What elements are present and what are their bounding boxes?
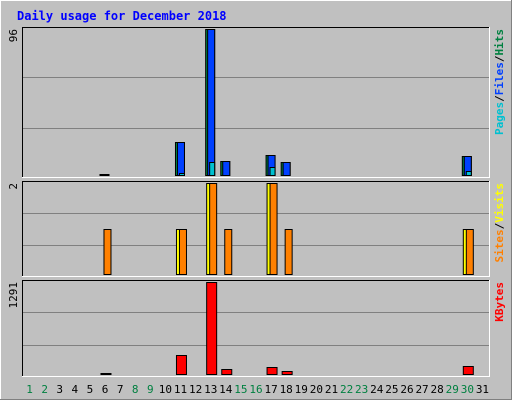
bar-pages-day-11 bbox=[178, 173, 185, 176]
bar-kbytes-day-17 bbox=[266, 367, 278, 375]
day-label-8: 8 bbox=[132, 383, 139, 396]
bar-kbytes-day-14 bbox=[221, 369, 233, 375]
day-label-20: 20 bbox=[310, 383, 323, 396]
day-label-15: 15 bbox=[234, 383, 247, 396]
day-label-10: 10 bbox=[159, 383, 172, 396]
legend-entry: Hits bbox=[493, 29, 506, 56]
day-label-17: 17 bbox=[264, 383, 277, 396]
day-label-7: 7 bbox=[117, 383, 124, 396]
day-label-18: 18 bbox=[280, 383, 293, 396]
day-label-29: 29 bbox=[446, 383, 459, 396]
bar-kbytes-day-6 bbox=[100, 373, 112, 375]
bar-files-day-18 bbox=[282, 162, 291, 176]
day-label-27: 27 bbox=[415, 383, 428, 396]
bar-sites-day-6 bbox=[103, 229, 112, 275]
day-label-25: 25 bbox=[385, 383, 398, 396]
panel-visits-area bbox=[22, 181, 490, 277]
day-label-3: 3 bbox=[56, 383, 63, 396]
legend-entry: / bbox=[493, 95, 506, 102]
day-label-14: 14 bbox=[219, 383, 233, 396]
bar-files-day-11 bbox=[176, 142, 185, 176]
day-label-12: 12 bbox=[189, 383, 202, 396]
panel-kbytes-legend: KBytes bbox=[493, 282, 506, 322]
bar-pages-day-17 bbox=[269, 167, 276, 176]
bar-pages-day-13 bbox=[209, 162, 216, 176]
bar-sites-day-17 bbox=[269, 183, 278, 275]
bar-sites-day-11 bbox=[178, 229, 187, 275]
legend-entry: Files bbox=[493, 62, 506, 95]
bar-files-day-13 bbox=[207, 29, 216, 176]
legend-entry: Pages bbox=[493, 102, 506, 135]
bar-sites-day-13 bbox=[209, 183, 218, 275]
panel-hits-legend: Pages/Files/Hits bbox=[493, 29, 506, 135]
day-label-4: 4 bbox=[72, 383, 79, 396]
legend-entry: KBytes bbox=[493, 282, 506, 322]
legend-entry: Sites bbox=[493, 229, 506, 262]
day-label-5: 5 bbox=[87, 383, 94, 396]
day-label-31: 31 bbox=[476, 383, 489, 396]
day-label-11: 11 bbox=[174, 383, 187, 396]
bar-files-day-14 bbox=[222, 161, 231, 176]
bar-sites-day-30 bbox=[465, 229, 474, 275]
bar-kbytes-day-18 bbox=[281, 371, 293, 375]
panel-visits: 2 Sites/Visits bbox=[7, 181, 506, 277]
panel-kbytes-ymax-label: 1291 bbox=[7, 282, 20, 309]
panel-hits-area bbox=[22, 27, 490, 178]
bar-kbytes-day-13 bbox=[206, 282, 218, 375]
day-label-24: 24 bbox=[370, 383, 384, 396]
day-label-21: 21 bbox=[325, 383, 338, 396]
day-label-30: 30 bbox=[461, 383, 474, 396]
bar-sites-day-18 bbox=[284, 229, 293, 275]
day-label-9: 9 bbox=[147, 383, 154, 396]
day-label-16: 16 bbox=[249, 383, 262, 396]
bar-kbytes-day-11 bbox=[175, 355, 187, 375]
legend-entry: / bbox=[493, 222, 506, 229]
day-label-1: 1 bbox=[26, 383, 33, 396]
bar-pages-day-30 bbox=[465, 171, 472, 176]
panel-kbytes-area bbox=[22, 280, 490, 377]
day-label-19: 19 bbox=[295, 383, 308, 396]
day-label-13: 13 bbox=[204, 383, 217, 396]
legend-entry: / bbox=[493, 55, 506, 62]
day-label-2: 2 bbox=[41, 383, 48, 396]
bar-sites-day-14 bbox=[224, 229, 233, 275]
chart-title: Daily usage for December 2018 bbox=[17, 9, 227, 23]
bar-kbytes-day-30 bbox=[462, 366, 474, 375]
x-axis-day-labels: 1 2 3 4 5 6 7 8 9 10 11 12 13 14 15 16 17 18 19 20 21 22 23 24 2… bbox=[26, 383, 489, 396]
panel-hits-ymax-label: 96 bbox=[7, 29, 20, 42]
day-label-23: 23 bbox=[355, 383, 368, 396]
day-label-28: 28 bbox=[431, 383, 444, 396]
day-label-22: 22 bbox=[340, 383, 353, 396]
legend-entry: Visits bbox=[493, 183, 506, 223]
panel-visits-ymax-label: 2 bbox=[7, 183, 20, 190]
panel-kbytes: 1291 KBytes bbox=[7, 280, 506, 377]
bar-files-day-6 bbox=[101, 174, 110, 176]
day-label-26: 26 bbox=[400, 383, 413, 396]
day-label-6: 6 bbox=[102, 383, 109, 396]
panel-visits-legend: Sites/Visits bbox=[493, 183, 506, 263]
